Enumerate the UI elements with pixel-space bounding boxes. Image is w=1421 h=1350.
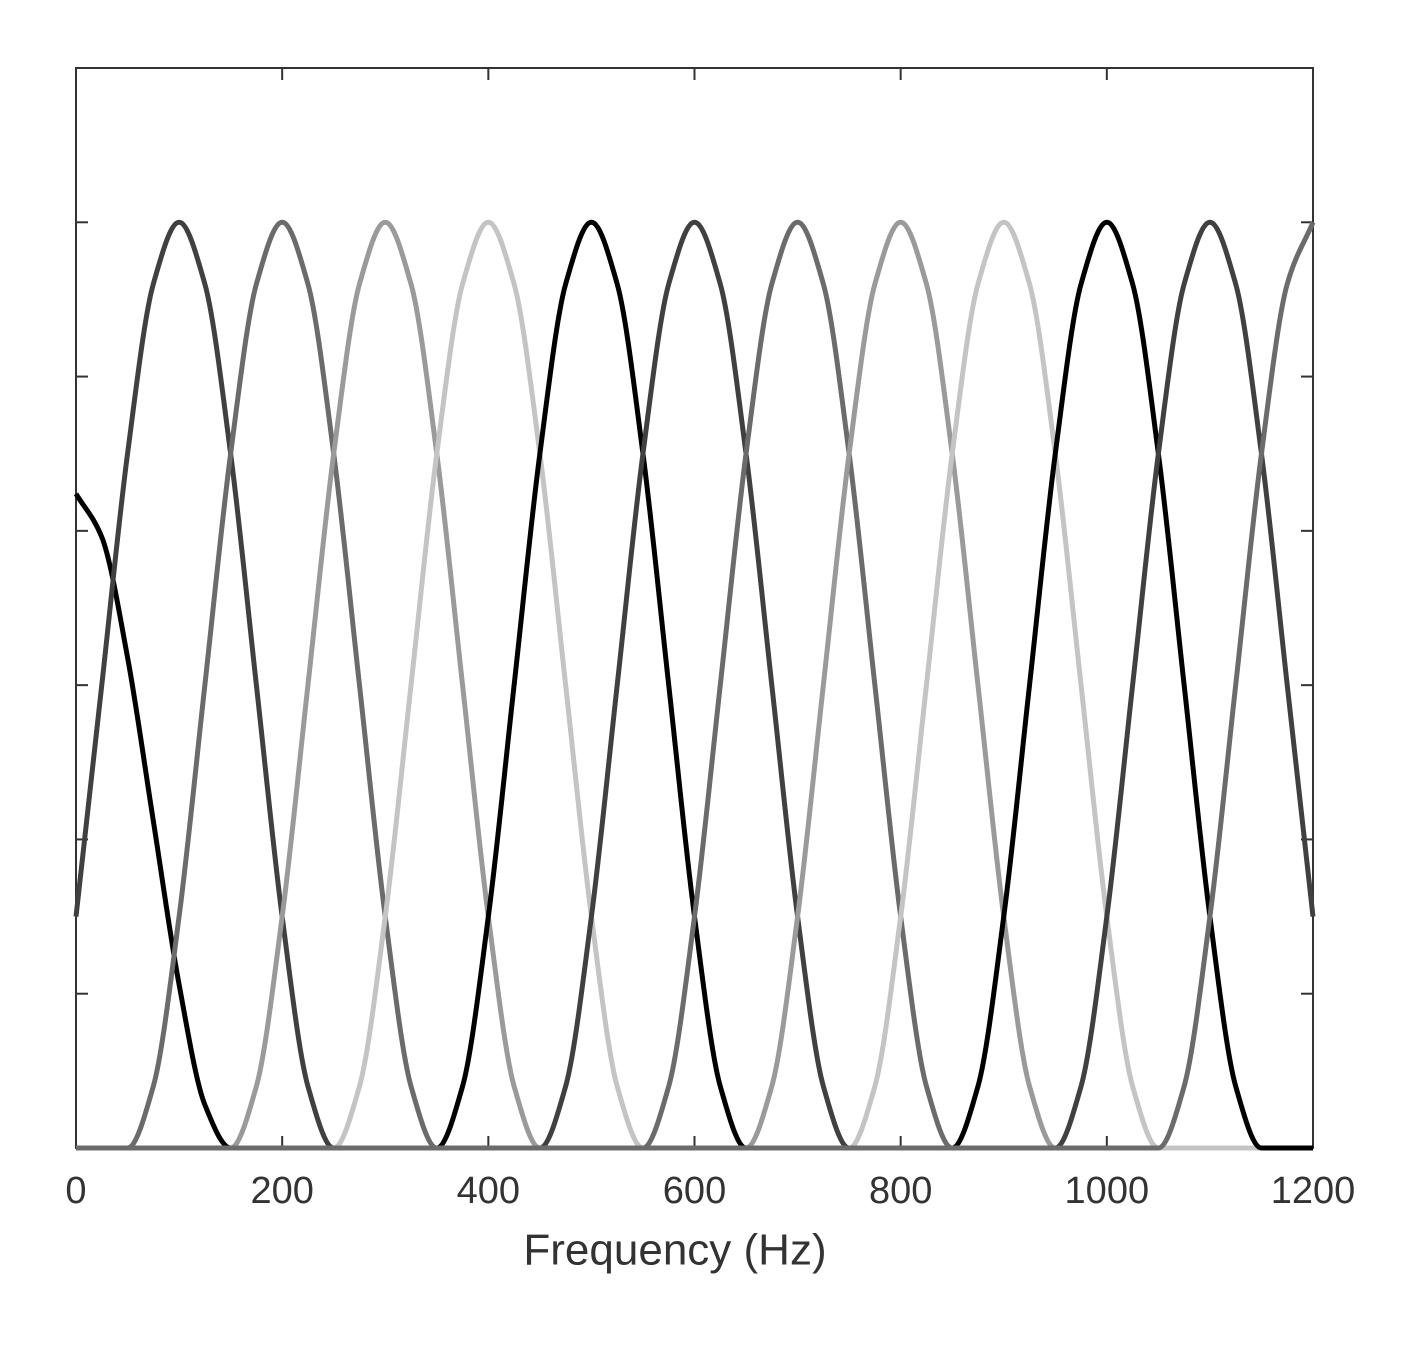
x-tick-label: 200 xyxy=(250,1170,313,1212)
line xyxy=(76,221,1316,1151)
x-axis-label: Frequency (Hz) xyxy=(523,1226,826,1275)
line xyxy=(73,219,1313,1151)
line xyxy=(76,219,1313,1151)
line xyxy=(76,219,1313,1151)
x-tick-label: 0 xyxy=(65,1170,86,1212)
line xyxy=(76,219,1313,1151)
line xyxy=(76,219,1313,1151)
x-tick-label: 1000 xyxy=(1065,1170,1150,1212)
line xyxy=(76,219,1316,1151)
line xyxy=(76,219,1313,1151)
plot-frame xyxy=(75,67,1314,1149)
line xyxy=(76,219,1313,1151)
line xyxy=(76,219,1313,1151)
x-tick-label: 600 xyxy=(663,1170,726,1212)
x-tick-label: 1200 xyxy=(1271,1170,1356,1212)
line xyxy=(76,219,1313,1151)
x-tick-label: 800 xyxy=(869,1170,932,1212)
x-tick-label: 400 xyxy=(457,1170,520,1212)
line xyxy=(76,219,1313,1151)
